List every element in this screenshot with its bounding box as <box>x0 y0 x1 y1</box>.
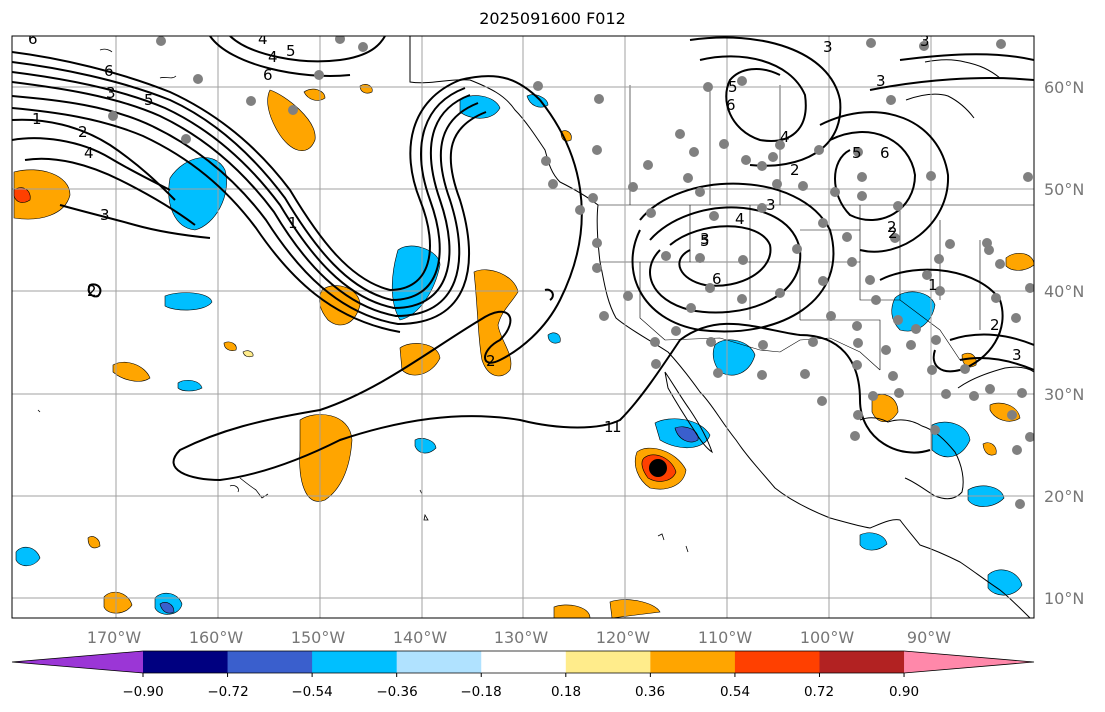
svg-text:3: 3 <box>100 206 110 224</box>
colorbar-segment <box>819 651 905 673</box>
longitude-labels: 170°W 160°W 150°W 140°W 130°W 120°W 110°… <box>87 628 951 647</box>
svg-text:2: 2 <box>790 161 800 179</box>
colorbar-tick-label: −0.36 <box>376 684 417 700</box>
colorbar-tick-label: −0.90 <box>122 684 163 700</box>
colorbar-segment <box>734 651 820 673</box>
colorbar-segment <box>481 651 567 673</box>
svg-text:4: 4 <box>84 144 94 162</box>
colorbar-segment <box>650 651 736 673</box>
svg-text:5: 5 <box>728 78 738 96</box>
svg-text:2: 2 <box>990 316 1000 334</box>
lon-label: 120°W <box>596 628 651 647</box>
svg-text:3: 3 <box>766 196 776 214</box>
colorbar-tick-label: 0.36 <box>635 684 665 700</box>
colorbar-segment <box>312 651 398 673</box>
latitude-labels: 60°N 50°N 40°N 30°N 20°N 10°N <box>1044 78 1084 608</box>
svg-text:4: 4 <box>268 48 278 66</box>
lon-label: 150°W <box>291 628 346 647</box>
contour-labels: 6 6 3 5 4 1 2 3 2 1 2 1 5 6 5 6 4 3 2 5 … <box>28 30 1022 436</box>
lon-label: 110°W <box>698 628 753 647</box>
colorbar-extend-min <box>12 651 143 673</box>
svg-text:4: 4 <box>780 128 790 146</box>
svg-text:5: 5 <box>852 144 862 162</box>
lat-label: 30°N <box>1044 385 1084 404</box>
svg-text:4: 4 <box>258 30 268 48</box>
lat-label: 50°N <box>1044 180 1084 199</box>
colorbar-tick-label: 0.72 <box>804 684 834 700</box>
colorbar-tick-label: −0.54 <box>291 684 332 700</box>
svg-text:6: 6 <box>712 270 722 288</box>
svg-text:6: 6 <box>263 66 273 84</box>
lat-label: 40°N <box>1044 282 1084 301</box>
svg-text:1: 1 <box>604 418 614 436</box>
lon-label: 160°W <box>189 628 244 647</box>
lat-label: 20°N <box>1044 487 1084 506</box>
svg-text:3: 3 <box>700 230 710 248</box>
islands <box>37 48 689 553</box>
lon-label: 90°W <box>907 628 951 647</box>
colorbar-tick-label: 0.90 <box>889 684 919 700</box>
svg-text:6: 6 <box>28 30 38 48</box>
contour-lines <box>12 36 1034 482</box>
map-frame <box>11 35 1035 619</box>
colorbar-tick-label: −0.72 <box>207 684 248 700</box>
colorbar-segment <box>143 651 229 673</box>
colorbar-tick-label: −0.18 <box>460 684 501 700</box>
svg-text:3: 3 <box>106 84 116 102</box>
colorbar-extend-max <box>904 651 1034 673</box>
svg-text:1: 1 <box>32 110 42 128</box>
svg-text:1: 1 <box>612 418 622 436</box>
colorbar-labels: −0.90 −0.72 −0.54 −0.36 −0.18 0.18 0.36 … <box>122 684 919 700</box>
colorbar-segment <box>565 651 651 673</box>
lat-label: 60°N <box>1044 78 1084 97</box>
anomaly-shading <box>13 84 1034 618</box>
lon-label: 140°W <box>393 628 448 647</box>
svg-text:2: 2 <box>486 352 496 370</box>
svg-text:2: 2 <box>887 218 897 236</box>
svg-text:3: 3 <box>920 32 930 50</box>
coastlines <box>409 36 1034 618</box>
station-dots <box>108 36 1034 509</box>
lon-label: 170°W <box>87 628 142 647</box>
colorbar-segment <box>396 651 482 673</box>
colorbar-tick-label: 0.18 <box>551 684 581 700</box>
svg-text:3: 3 <box>823 38 833 56</box>
plot-title: 2025091600 F012 <box>479 9 626 28</box>
lon-label: 100°W <box>800 628 855 647</box>
colorbar-tick-label: 0.54 <box>720 684 750 700</box>
svg-text:1: 1 <box>928 276 938 294</box>
svg-text:2: 2 <box>888 224 898 242</box>
svg-text:5: 5 <box>286 42 296 60</box>
svg-text:5: 5 <box>700 232 710 250</box>
colorbar-segment <box>227 651 313 673</box>
svg-text:5: 5 <box>144 91 154 109</box>
svg-text:2: 2 <box>87 282 97 300</box>
svg-text:4: 4 <box>735 210 745 228</box>
lon-label: 130°W <box>494 628 549 647</box>
svg-text:3: 3 <box>876 72 886 90</box>
svg-text:6: 6 <box>726 96 736 114</box>
colorbar <box>11 650 1035 677</box>
storm-center-marker <box>649 459 667 477</box>
svg-text:1: 1 <box>288 214 298 232</box>
svg-text:3: 3 <box>1012 346 1022 364</box>
svg-text:6: 6 <box>104 62 114 80</box>
lat-label: 10°N <box>1044 589 1084 608</box>
svg-text:6: 6 <box>880 144 890 162</box>
svg-text:2: 2 <box>78 123 88 141</box>
